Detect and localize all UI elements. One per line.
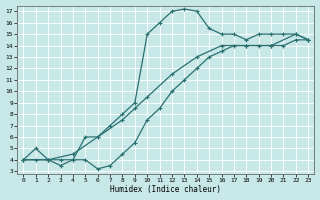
X-axis label: Humidex (Indice chaleur): Humidex (Indice chaleur): [110, 185, 221, 194]
